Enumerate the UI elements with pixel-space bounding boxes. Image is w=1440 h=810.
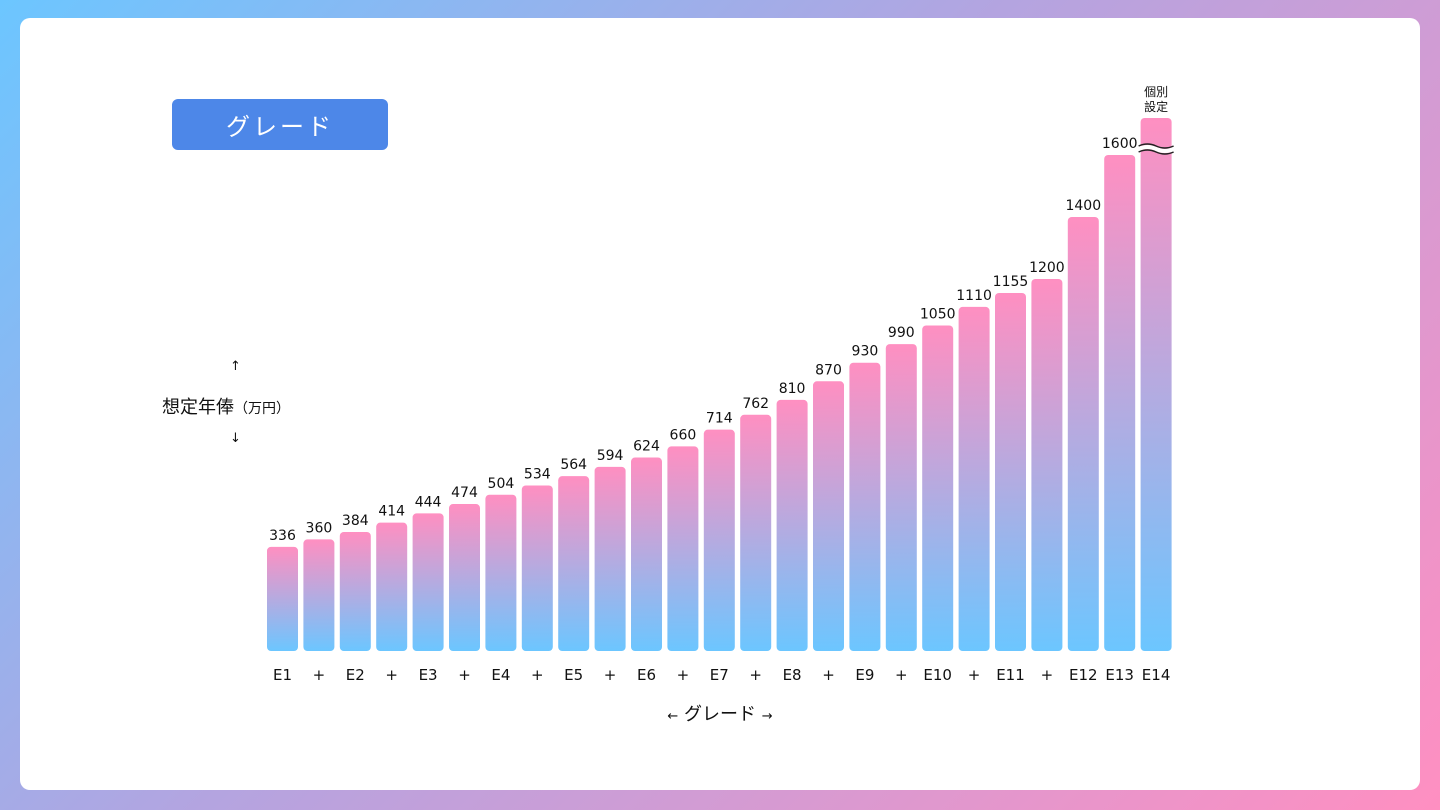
category-label-10: E6 bbox=[637, 666, 656, 684]
bar-4 bbox=[412, 513, 444, 651]
bar-3 bbox=[376, 522, 408, 651]
data-label-16: 930 bbox=[852, 344, 879, 360]
category-label-6: E4 bbox=[491, 666, 510, 684]
bar-7 bbox=[521, 485, 553, 651]
arrow-left-icon: ← bbox=[667, 709, 679, 724]
bar-1 bbox=[303, 539, 335, 651]
bar-0 bbox=[267, 546, 298, 651]
category-label-1: + bbox=[313, 666, 326, 684]
data-label-13: 762 bbox=[742, 396, 769, 412]
bar-10 bbox=[631, 457, 662, 651]
data-label-17: 990 bbox=[888, 325, 915, 341]
bar-9 bbox=[594, 466, 626, 651]
data-label-6: 504 bbox=[488, 476, 515, 492]
data-label-22: 1400 bbox=[1065, 198, 1101, 214]
bar-21 bbox=[1031, 279, 1063, 651]
category-label-13: + bbox=[749, 666, 762, 684]
category-label-15: + bbox=[822, 666, 835, 684]
bar-13 bbox=[740, 414, 772, 651]
bar-15 bbox=[813, 381, 844, 651]
category-label-3: + bbox=[385, 666, 398, 684]
bar-8 bbox=[558, 476, 590, 651]
data-label-10: 624 bbox=[633, 439, 660, 455]
break-mark-1 bbox=[1138, 149, 1174, 155]
data-label-18: 1050 bbox=[920, 307, 956, 323]
data-label-5: 474 bbox=[451, 485, 478, 501]
category-label-24: E14 bbox=[1142, 666, 1171, 684]
data-label-8: 564 bbox=[560, 457, 587, 473]
data-label-3: 414 bbox=[378, 504, 405, 520]
y-axis-label: ↑ 想定年俸（万円） ↓ bbox=[150, 355, 320, 455]
category-label-8: E5 bbox=[564, 666, 583, 684]
data-label-24: 個別設定 bbox=[1144, 85, 1168, 114]
bar-22 bbox=[1067, 217, 1099, 651]
category-label-18: E10 bbox=[923, 666, 952, 684]
category-label-2: E2 bbox=[346, 666, 365, 684]
arrow-up-icon: ↑ bbox=[230, 359, 241, 374]
x-axis-label: ← グレード → bbox=[620, 700, 820, 726]
data-label-20: 1155 bbox=[993, 274, 1029, 290]
y-axis-unit: （万円） bbox=[234, 401, 290, 417]
bar-2 bbox=[339, 531, 371, 651]
category-label-7: + bbox=[531, 666, 544, 684]
data-label-7: 534 bbox=[524, 466, 551, 482]
bar-5 bbox=[449, 504, 480, 651]
bar-23 bbox=[1104, 155, 1136, 651]
y-axis-title-text: 想定年俸 bbox=[162, 397, 234, 418]
break-gap bbox=[1137, 145, 1175, 153]
bar-17 bbox=[885, 344, 917, 651]
break-mark-0 bbox=[1138, 143, 1174, 149]
bar-24 bbox=[1140, 118, 1172, 651]
bar-18 bbox=[922, 325, 954, 651]
data-label-4: 444 bbox=[415, 494, 442, 510]
category-label-23: E13 bbox=[1105, 666, 1134, 684]
category-label-21: + bbox=[1041, 666, 1054, 684]
category-label-22: E12 bbox=[1069, 666, 1098, 684]
data-label-23: 1600 bbox=[1102, 136, 1138, 152]
data-label-21: 1200 bbox=[1029, 260, 1065, 276]
data-label-0: 336 bbox=[269, 528, 296, 544]
bar-14 bbox=[776, 399, 808, 651]
data-label-14: 810 bbox=[779, 381, 806, 397]
category-label-9: + bbox=[604, 666, 617, 684]
data-label-19: 1110 bbox=[956, 288, 992, 304]
bar-16 bbox=[849, 362, 881, 651]
category-label-19: + bbox=[968, 666, 981, 684]
arrow-down-icon: ↓ bbox=[230, 431, 241, 446]
y-axis-title: 想定年俸（万円） bbox=[162, 393, 290, 419]
category-label-12: E7 bbox=[710, 666, 729, 684]
data-label-12: 714 bbox=[706, 411, 733, 427]
bar-6 bbox=[485, 494, 517, 651]
category-label-4: E3 bbox=[419, 666, 438, 684]
data-label-2: 384 bbox=[342, 513, 369, 529]
bar-19 bbox=[958, 306, 990, 651]
data-label-9: 594 bbox=[597, 448, 624, 464]
category-label-14: E8 bbox=[783, 666, 802, 684]
bar-20 bbox=[995, 292, 1026, 651]
x-axis-title: グレード bbox=[684, 704, 756, 725]
category-label-5: + bbox=[458, 666, 471, 684]
data-label-15: 870 bbox=[815, 362, 842, 378]
grade-badge: グレード bbox=[172, 99, 388, 150]
data-label-11: 660 bbox=[670, 427, 697, 443]
category-label-17: + bbox=[895, 666, 908, 684]
bar-11 bbox=[667, 446, 699, 651]
bar-12 bbox=[703, 429, 735, 651]
category-label-16: E9 bbox=[855, 666, 874, 684]
category-label-11: + bbox=[677, 666, 690, 684]
category-label-20: E11 bbox=[996, 666, 1025, 684]
data-label-1: 360 bbox=[306, 520, 333, 536]
category-label-0: E1 bbox=[273, 666, 292, 684]
arrow-right-icon: → bbox=[761, 709, 773, 724]
